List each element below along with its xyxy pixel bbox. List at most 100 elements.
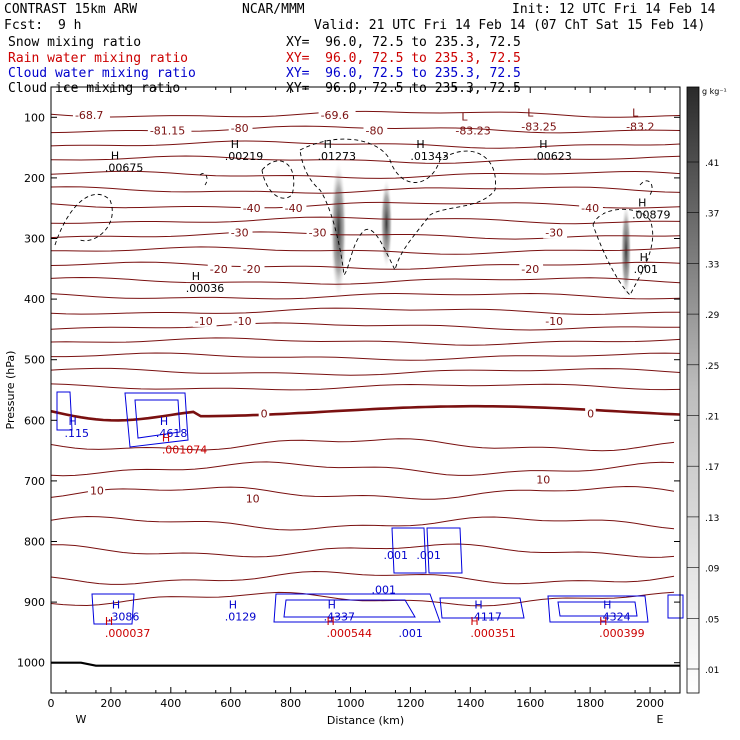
cloud-water-mid-1: [391, 527, 427, 574]
isotherm-label-12: -20: [243, 263, 261, 276]
x-tick-label-0: 0: [48, 697, 55, 710]
cw-max-marker-4: H: [112, 599, 120, 612]
cw-max-marker-1: H: [160, 415, 168, 428]
field-rain-name: Rain water mixing ratio: [8, 51, 189, 66]
isotherm-label-bg-10: [543, 226, 568, 239]
isotherm-line-7: [50, 216, 681, 225]
rain-max-marker-2: H: [327, 615, 335, 628]
isotherm-label-15: -10: [234, 315, 252, 328]
isotherm-label-bg-13: [519, 262, 544, 275]
colorbar-tick-label-8: .09: [705, 565, 720, 575]
isotherm-label-bg-15: [231, 314, 256, 327]
colorbar-tick-label-10: .01: [705, 666, 719, 676]
plot-title: CONTRAST 15km ARW: [4, 2, 138, 17]
y-tick-label-9: 1000: [17, 657, 45, 670]
field-snow-name: Snow mixing ratio: [8, 35, 142, 50]
colorbar-tick-label-1: .37: [705, 210, 719, 220]
rain-max-marker-1: H: [105, 615, 113, 628]
x-tick-label-2: 400: [160, 697, 181, 710]
min-marker-2: L: [632, 106, 639, 119]
cw-max-label-2: .001: [383, 549, 408, 562]
ice-max-marker-5: H: [638, 196, 646, 209]
field-cloudwater-name: Cloud water mixing ratio: [8, 66, 196, 81]
east-end-label: E: [657, 713, 664, 726]
cloud-water-outer-1: [124, 392, 189, 448]
cw-max-label-0: .115: [64, 427, 89, 440]
rain-max-label-2: .000544: [327, 627, 373, 640]
surface-line: [51, 661, 680, 667]
x-tick-label-1: 200: [100, 697, 121, 710]
colorbar-tick-label-6: .17: [705, 463, 719, 473]
isotherm-line-6: [50, 201, 681, 209]
colorbar-tick-label-2: .33: [705, 260, 719, 270]
isotherm-line-8: [50, 231, 681, 240]
cloud-ice-contour-2: [299, 138, 496, 277]
field-cloudwater-xy: XY= 96.0, 72.5 to 235.3, 72.5: [286, 66, 521, 81]
isotherm-label-2: -81.15: [150, 125, 185, 138]
cloud-water-west: [56, 391, 73, 431]
ice-max-marker-3: H: [416, 138, 424, 151]
isotherm-label-bg-20: [243, 492, 261, 505]
lower-isotherm-0: [50, 438, 675, 452]
cw-max-label-3: .001: [416, 549, 441, 562]
isotherm-label-bg-16: [543, 314, 568, 327]
y-tick-label-1: 200: [24, 172, 45, 185]
isotherm-line-18: [50, 383, 681, 391]
ice-max-label-6: .001: [634, 263, 659, 276]
isotherm-label-bg-6: [282, 202, 307, 215]
rain-max-marker-4: H: [599, 615, 607, 628]
west-end-label: W: [76, 713, 87, 726]
cw-max-marker-7: H: [474, 599, 482, 612]
x-tick-label-8: 1600: [516, 697, 544, 710]
min-label-1: -83.25: [521, 120, 556, 133]
lower-isotherm-5: [50, 570, 675, 585]
cloud-water-mid-2: [426, 527, 463, 574]
isotherm-label-17: 0: [261, 408, 268, 421]
y-tick-label-7: 800: [24, 536, 45, 549]
y-tick-label-3: 400: [24, 293, 45, 306]
isotherm-label-bg-17: [258, 407, 270, 420]
isotherm-label-18: 0: [587, 408, 594, 421]
x-tick-label-6: 1200: [396, 697, 424, 710]
ice-max-label-4: .00623: [533, 150, 572, 163]
isotherm-line-0: [50, 110, 681, 118]
colorbar-layer: .41 .37 .33 .29 .25 .21 .17 .13 .09 .05 .01 g kg⁻¹: [686, 86, 727, 694]
ice-max-marker-1: H: [231, 138, 239, 151]
x-tick-label-5: 1000: [337, 697, 365, 710]
cloud-water-low-3: [283, 599, 416, 618]
lower-isotherm-6: [50, 591, 675, 607]
cloud-water-low-1: [91, 593, 135, 625]
isotherm-line-5: [50, 186, 681, 194]
cloud-ice-contour-layer: [54, 138, 654, 296]
ice-max-label-0: .00675: [105, 162, 143, 175]
isotherm-label-bg-14: [192, 314, 217, 327]
isotherm-label-bg-11: [207, 262, 232, 275]
ice-max-marker-7: H: [192, 270, 200, 283]
isotherm-label-6: -40: [285, 202, 303, 215]
field-cloudice-name: Cloud ice mixing ratio: [8, 81, 181, 96]
isotherm-label-bg-3: [228, 122, 253, 135]
isotherm-label-bg-18: [585, 407, 596, 420]
cloud-ice-contour-1: [261, 160, 295, 199]
colorbar-unit: g kg⁻¹: [702, 87, 727, 96]
isotherm-label-bg-9: [306, 226, 331, 239]
y-tick-label-2: 300: [24, 233, 45, 246]
min-marker-0: L: [461, 111, 468, 124]
field-rain-xy: XY= 96.0, 72.5 to 235.3, 72.5: [286, 51, 521, 66]
cw-max-marker-8: H: [603, 599, 611, 612]
ice-max-marker-4: H: [539, 138, 547, 151]
cloud-water-east: [667, 594, 684, 619]
isotherm-line-1: [50, 125, 681, 134]
isotherm-label-bg-12: [240, 262, 265, 275]
isotherm-label-bg-8: [228, 226, 253, 239]
ice-max-label-5: .00879: [632, 208, 671, 221]
fcst-value: 9 h: [58, 18, 82, 33]
cw-max-label-4: .3086: [108, 611, 139, 624]
lower-isotherm-2: [50, 485, 675, 500]
cw-max-label-10: .001: [398, 627, 423, 640]
isotherm-line-12: [50, 292, 681, 300]
isotherm-label-9: -30: [309, 226, 327, 239]
y-tick-label-5: 600: [24, 414, 45, 427]
y-tick-label-0: 100: [24, 111, 45, 124]
axes-layer: 0 200 400 600 800 1000 1200 1400 1600 1800 2000100…: [4, 86, 681, 727]
